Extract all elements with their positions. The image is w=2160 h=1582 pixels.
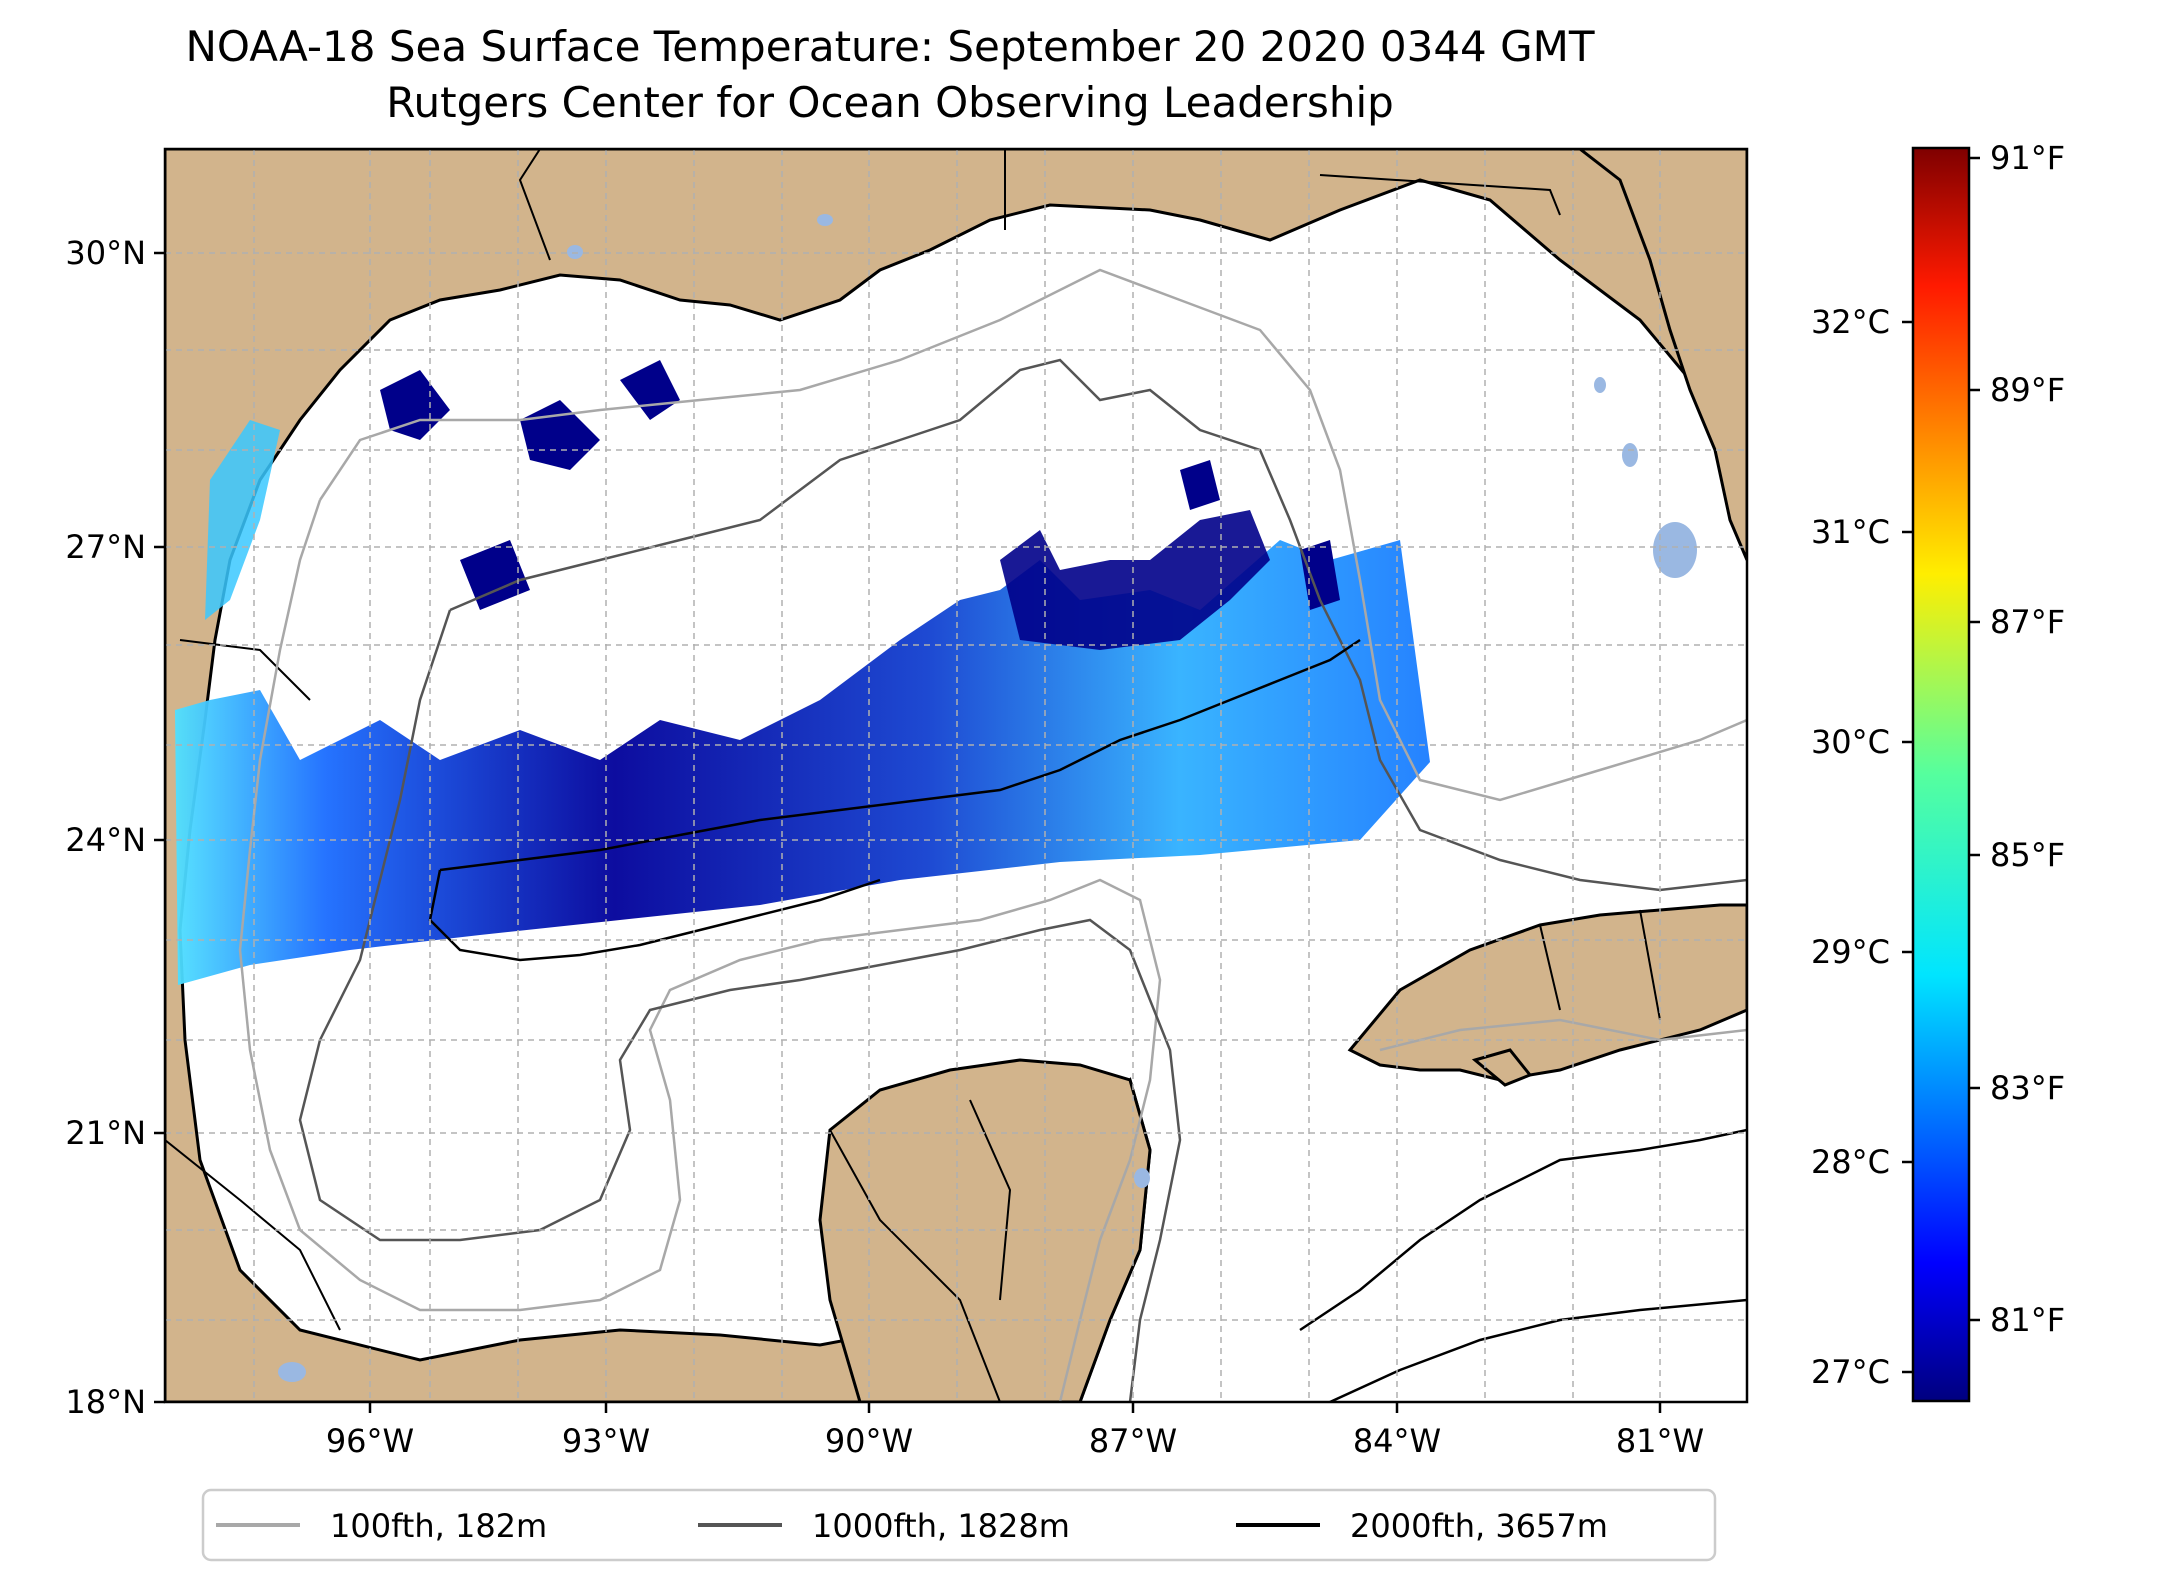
land-yucatan <box>818 1058 1152 1402</box>
sst-patch <box>460 540 530 610</box>
sst-patch <box>620 360 680 420</box>
colorbar-celsius-label: 32°C <box>1811 303 1890 341</box>
bathymetry-100fth <box>238 268 1747 1402</box>
colorbar-fahrenheit-label: 91°F <box>1990 139 2065 177</box>
legend: 100fth, 182m 1000fth, 1828m 2000fth, 365… <box>201 1488 1717 1562</box>
colorbar-fahrenheit-label: 81°F <box>1990 1301 2065 1339</box>
colorbar-celsius-label: 30°C <box>1811 723 1890 761</box>
lake <box>1653 522 1697 578</box>
legend-label: 100fth, 182m <box>330 1507 547 1545</box>
colorbar-celsius-label: 31°C <box>1811 513 1890 551</box>
colorbar-fahrenheit-label: 89°F <box>1990 371 2065 409</box>
lake <box>567 245 583 259</box>
legend-label: 2000fth, 3657m <box>1350 1507 1608 1545</box>
colorbar-fahrenheit-label: 83°F <box>1990 1069 2065 1107</box>
map-frame <box>163 147 1749 1404</box>
fahrenheit-ticks <box>1969 156 1980 1322</box>
political-borders <box>165 149 1661 1402</box>
legend-label: 1000fth, 1828m <box>812 1507 1070 1545</box>
colorbar-celsius-label: 27°C <box>1811 1353 1890 1391</box>
lon-ticks <box>368 1402 1662 1413</box>
colorbar-fahrenheit-label: 87°F <box>1990 603 2065 641</box>
lat-label: 27°N <box>65 528 146 566</box>
colorbar-frame <box>1911 146 1971 1403</box>
colorbar-celsius-label: 29°C <box>1811 933 1890 971</box>
lake <box>817 214 833 226</box>
sst-patch <box>1180 460 1220 510</box>
lake <box>1622 443 1638 467</box>
lake <box>1594 377 1606 393</box>
colorbar <box>1913 148 1969 1401</box>
colorbar-fahrenheit-label: 85°F <box>1990 836 2065 874</box>
sst-north-blobs <box>1000 510 1270 650</box>
celsius-ticks <box>1902 320 1913 1374</box>
sst-patch <box>380 370 450 440</box>
sst-coast-strip <box>205 420 280 620</box>
bathymetry-2000fth <box>428 638 1747 1402</box>
colorbar-celsius-label: 28°C <box>1811 1143 1890 1181</box>
lon-label: 96°W <box>326 1422 414 1460</box>
lake <box>278 1362 306 1382</box>
lon-label: 87°W <box>1089 1422 1177 1460</box>
lake <box>1134 1168 1150 1188</box>
lon-label: 84°W <box>1353 1422 1441 1460</box>
land-florida <box>1577 149 1747 561</box>
legend-box <box>201 1488 1717 1562</box>
lat-label: 21°N <box>65 1114 146 1152</box>
land-isle-of-youth <box>1471 1048 1533 1087</box>
sst-swath <box>175 540 1430 985</box>
lat-label: 24°N <box>65 821 146 859</box>
lat-label: 30°N <box>65 234 146 272</box>
lon-label: 90°W <box>825 1422 913 1460</box>
lat-label: 18°N <box>65 1383 146 1421</box>
lon-label: 93°W <box>562 1422 650 1460</box>
map-area <box>165 149 1747 1402</box>
map-subtitle: Rutgers Center for Ocean Observing Leade… <box>386 78 1394 127</box>
map-title: NOAA-18 Sea Surface Temperature: Septemb… <box>185 22 1595 71</box>
sst-patch <box>1300 540 1340 610</box>
lon-label: 81°W <box>1616 1422 1704 1460</box>
lat-ticks <box>154 251 165 1404</box>
